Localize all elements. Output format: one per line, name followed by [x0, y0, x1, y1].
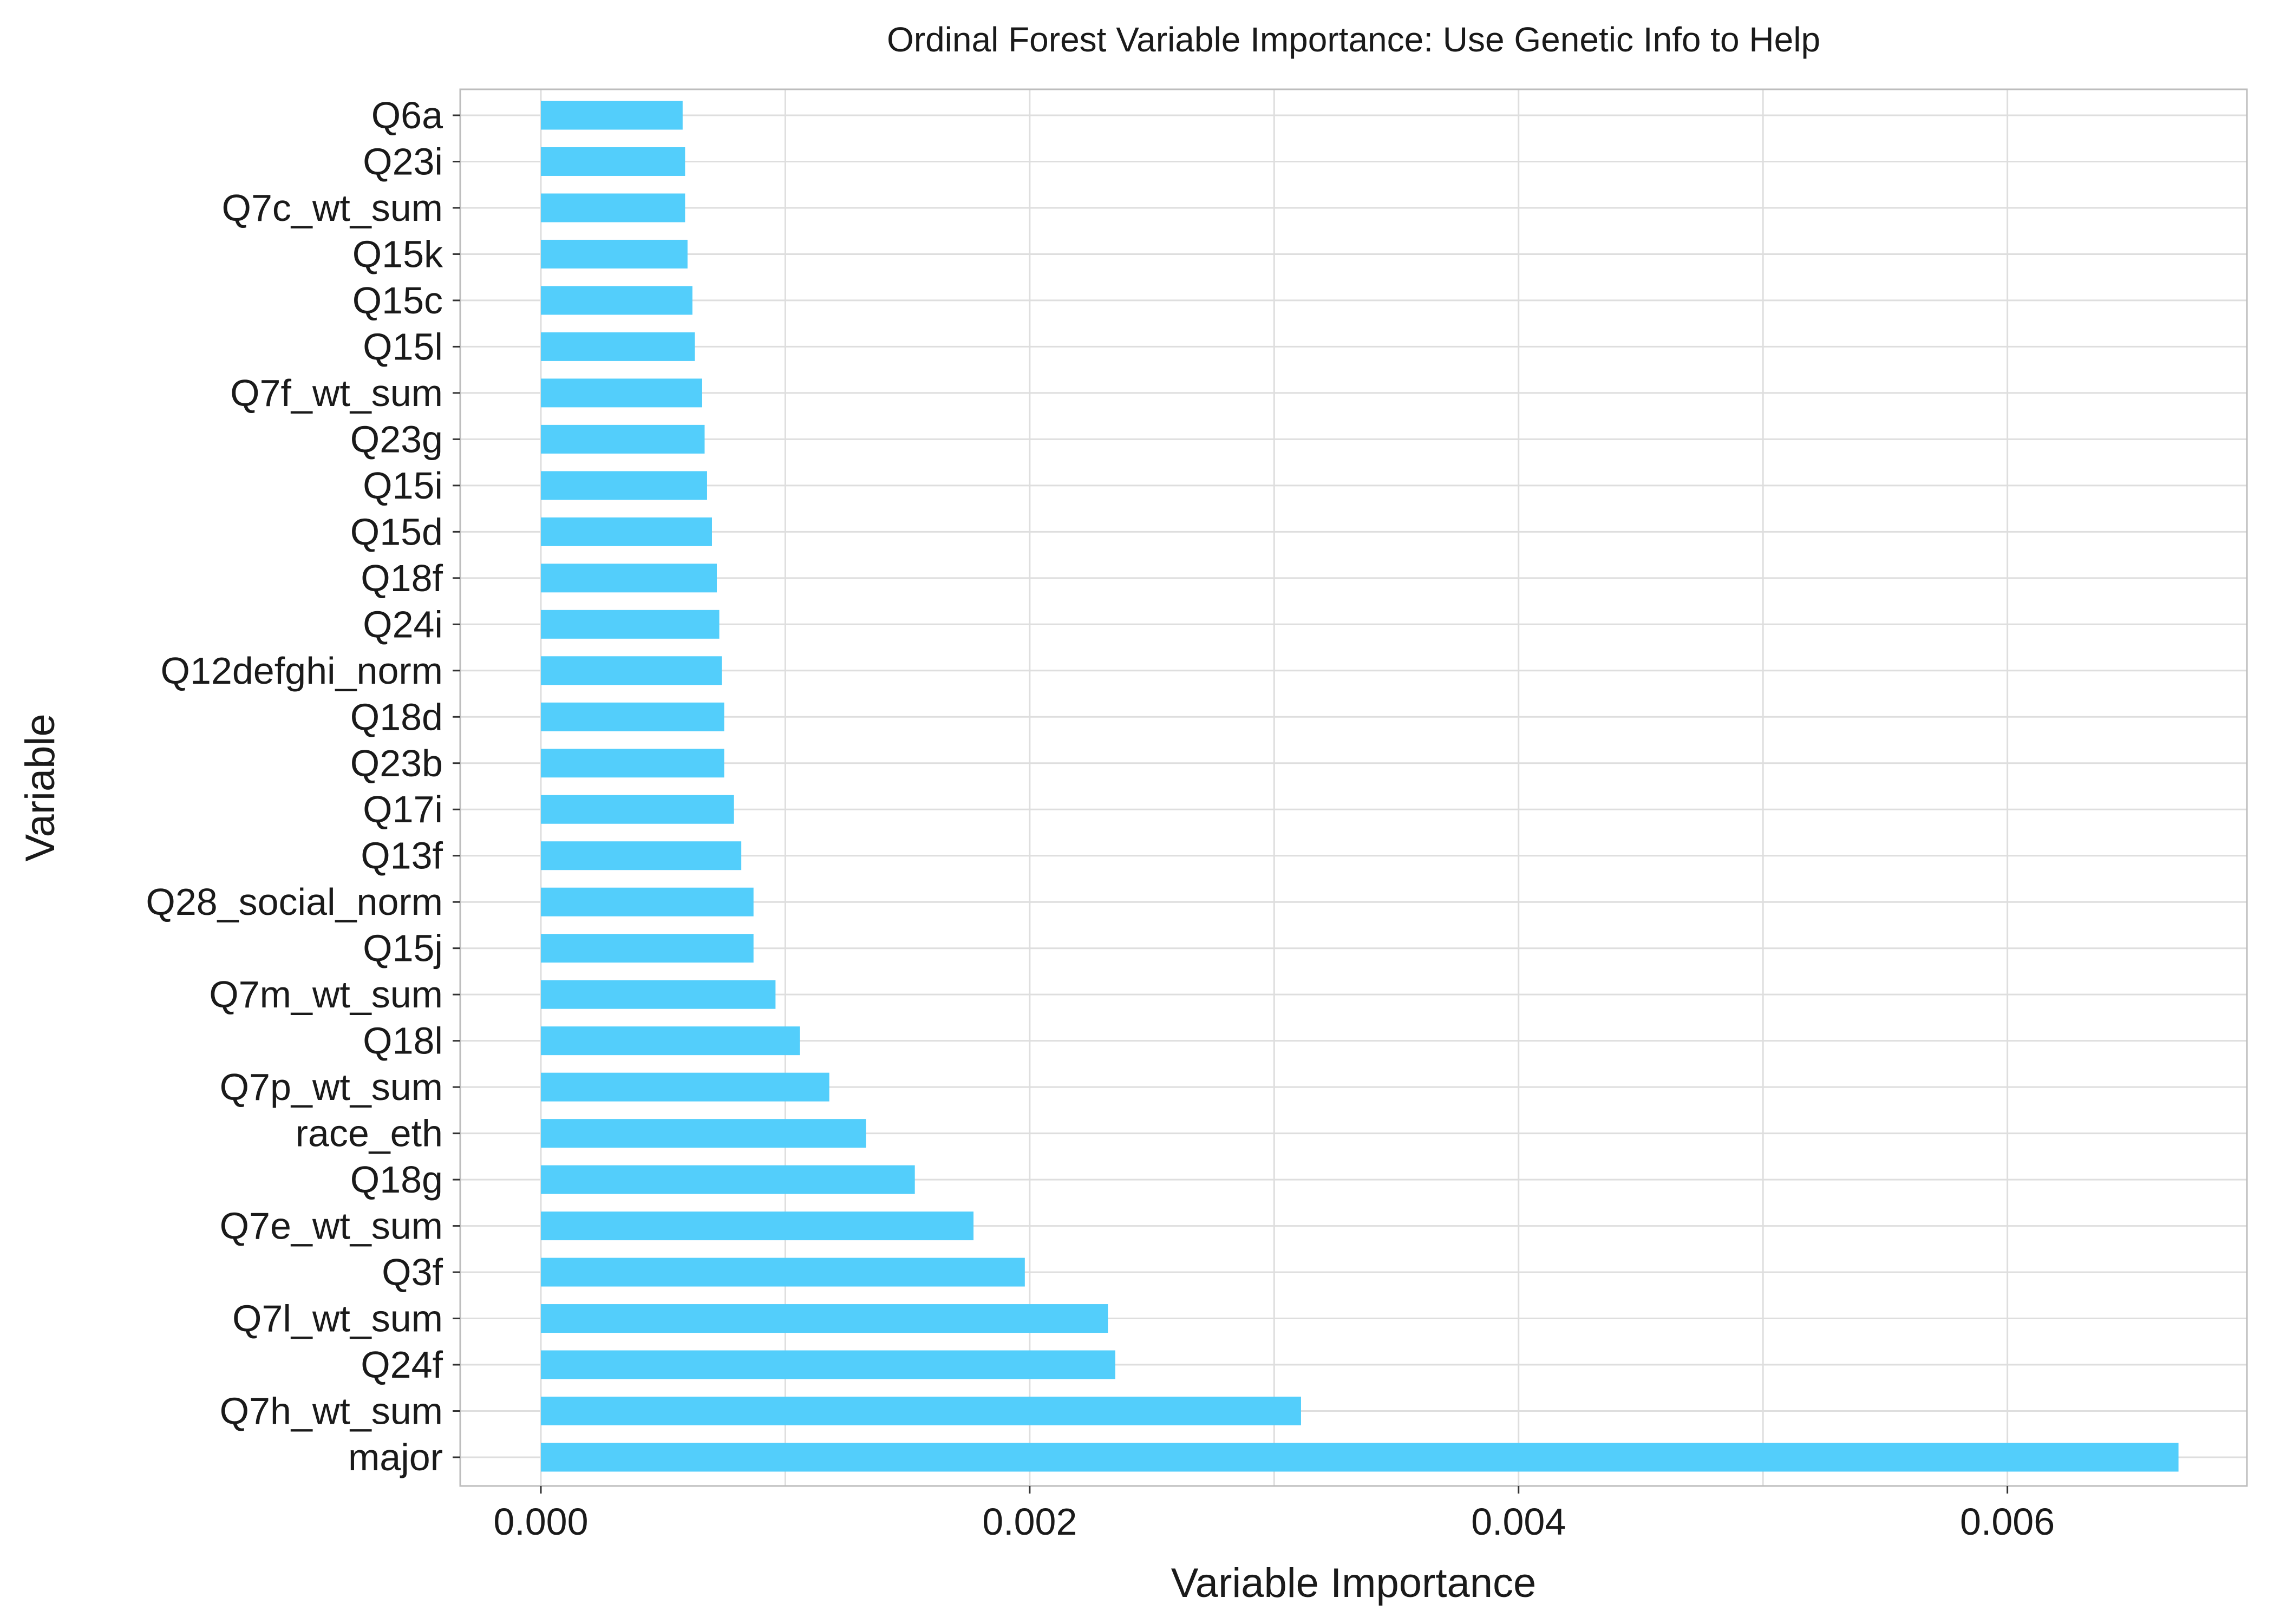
x-axis-title: Variable Importance — [1171, 1560, 1537, 1606]
bar-Q24i — [540, 610, 720, 639]
bars — [540, 101, 2179, 1472]
y-tick-label: Q7l_wt_sum — [232, 1298, 443, 1340]
bar-major — [540, 1443, 2179, 1472]
y-tick-label: Q18d — [350, 696, 443, 738]
y-tick-label: Q18g — [350, 1158, 443, 1201]
grid-lines — [460, 89, 2247, 1486]
bar-Q15l — [540, 332, 695, 361]
x-tick-label: 0.002 — [982, 1501, 1077, 1543]
bar-Q7l_wt_sum — [540, 1304, 1108, 1333]
bar-Q18d — [540, 702, 724, 731]
y-tick-label: Q18f — [361, 557, 443, 599]
bar-Q18g — [540, 1165, 915, 1194]
bar-Q7m_wt_sum — [540, 980, 776, 1009]
bar-Q23b — [540, 749, 724, 778]
x-tick-label: 0.000 — [493, 1501, 588, 1543]
y-tick-label: Q23b — [350, 742, 443, 784]
y-tick-label: Q7h_wt_sum — [220, 1390, 443, 1432]
bar-Q18f — [540, 564, 717, 593]
y-tick-label: major — [348, 1436, 443, 1478]
bar-Q7c_wt_sum — [540, 193, 685, 222]
y-tick-label: race_eth — [296, 1112, 443, 1155]
bar-Q3f — [540, 1258, 1025, 1287]
bar-Q15d — [540, 517, 712, 546]
y-tick-label: Q28_social_norm — [146, 881, 443, 923]
y-tick-label: Q15l — [363, 325, 443, 368]
y-tick-label: Q23i — [363, 140, 443, 182]
x-axis: 0.000 0.002 0.004 0.006 — [493, 1486, 2055, 1543]
bar-Q7e_wt_sum — [540, 1212, 974, 1241]
y-tick-label: Q7m_wt_sum — [209, 973, 443, 1016]
y-tick-label: Q15j — [363, 927, 443, 970]
y-tick-label: Q24i — [363, 603, 443, 645]
y-tick-label: Q12defghi_norm — [161, 650, 443, 692]
y-tick-label: Q17i — [363, 788, 443, 830]
bar-Q7p_wt_sum — [540, 1072, 829, 1102]
y-axis: Q6aQ23iQ7c_wt_sumQ15kQ15cQ15lQ7f_wt_sumQ… — [146, 94, 460, 1478]
y-tick-label: Q15i — [363, 464, 443, 507]
bar-Q13f — [540, 841, 742, 870]
bar-Q15k — [540, 239, 688, 269]
y-tick-label: Q18l — [363, 1020, 443, 1062]
y-tick-label: Q7c_wt_sum — [222, 187, 443, 229]
bar-Q12defghi_norm — [540, 656, 722, 685]
y-tick-label: Q15k — [352, 233, 443, 275]
bar-Q6a — [540, 101, 683, 130]
plot-frame — [459, 88, 2248, 1487]
y-tick-label: Q24f — [361, 1344, 443, 1386]
y-tick-label: Q3f — [382, 1251, 443, 1293]
y-tick-label: Q7p_wt_sum — [220, 1066, 443, 1108]
y-tick-label: Q15c — [352, 279, 443, 322]
bar-Q15c — [540, 286, 692, 315]
y-tick-label: Q23g — [350, 418, 443, 460]
bar-Q17i — [540, 795, 734, 824]
bar-Q23g — [540, 424, 705, 454]
bar-Q28_social_norm — [540, 887, 754, 916]
bar-Q7f_wt_sum — [540, 378, 702, 408]
bar-Q7h_wt_sum — [540, 1397, 1301, 1426]
y-tick-label: Q7e_wt_sum — [220, 1205, 443, 1247]
bar-Q24f — [540, 1350, 1115, 1379]
bar-Q23i — [540, 147, 685, 176]
y-tick-label: Q7f_wt_sum — [230, 372, 443, 414]
x-tick-label: 0.006 — [1960, 1501, 2055, 1543]
x-tick-label: 0.004 — [1471, 1501, 1566, 1543]
bar-Q15j — [540, 934, 754, 963]
bar-Q18l — [540, 1026, 800, 1056]
y-tick-label: Q15d — [350, 510, 443, 553]
chart-title: Ordinal Forest Variable Importance: Use … — [887, 20, 1820, 59]
bar-Q15i — [540, 471, 707, 500]
bar-race_eth — [540, 1119, 866, 1148]
y-tick-label: Q6a — [371, 94, 443, 136]
y-tick-label: Q13f — [361, 835, 443, 877]
y-axis-title: Variable — [17, 713, 63, 861]
